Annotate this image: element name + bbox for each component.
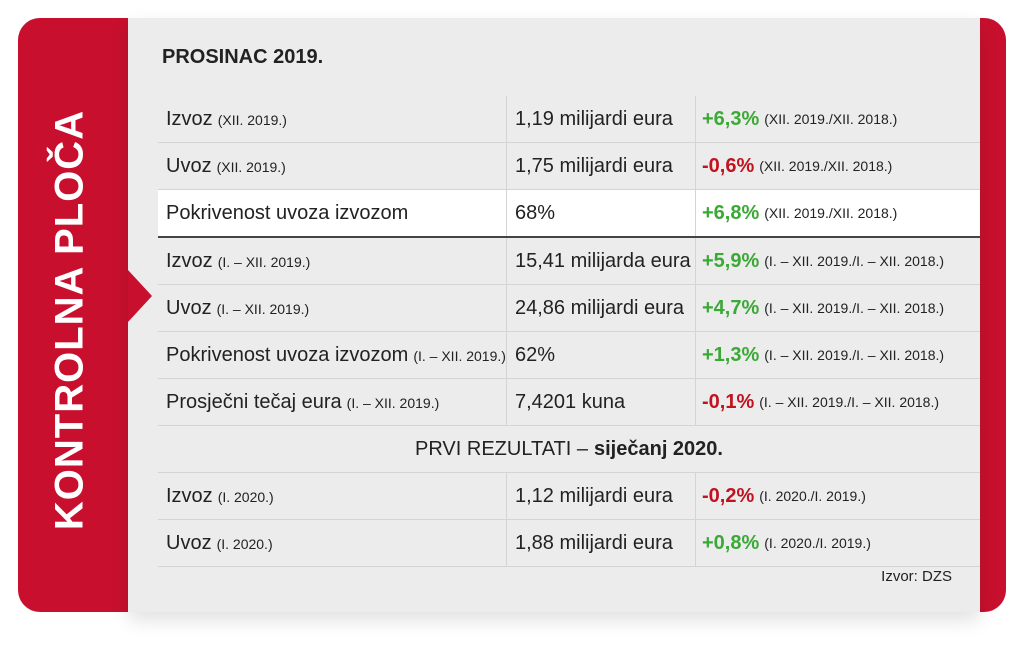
row-value: 24,86 milijardi eura: [515, 296, 684, 319]
row-period: (I. 2020.): [216, 535, 273, 552]
row-value: 1,12 milijardi eura: [515, 484, 673, 507]
label-cell: Uvoz (I. – XII. 2019.): [158, 297, 506, 320]
section-heading: PRVI REZULTATI – siječanj 2020.: [158, 426, 980, 473]
change-cell: +1,3% (I. – XII. 2019./I. – XII. 2018.): [695, 332, 980, 378]
row-label: Uvoz: [166, 531, 212, 554]
change-cell: -0,6% (XII. 2019./XII. 2018.): [695, 143, 980, 189]
row-value: 1,75 milijardi eura: [515, 154, 673, 177]
table-row: Uvoz (I. – XII. 2019.) 24,86 milijardi eur…: [158, 285, 980, 332]
change-cell: +4,7% (I. – XII. 2019./I. – XII. 2018.): [695, 285, 980, 331]
card: [128, 18, 980, 612]
row-period: (XII. 2019.): [216, 158, 286, 175]
table-row: Prosječni tečaj eura (I. – XII. 2019.) 7,4…: [158, 379, 980, 426]
change-period: (I. – XII. 2019./I. – XII. 2018.): [764, 300, 945, 316]
label-cell: Izvoz (XII. 2019.): [158, 108, 506, 131]
value-cell: 1,88 milijardi eura: [506, 520, 695, 566]
value-cell: 1,19 milijardi eura: [506, 96, 695, 142]
change-period: (I. – XII. 2019./I. – XII. 2018.): [764, 253, 945, 269]
table: Izvoz (XII. 2019.) 1,19 milijardi eura +6,3…: [158, 96, 980, 567]
row-label: Uvoz: [166, 296, 212, 319]
row-change: -0,6%: [702, 154, 755, 177]
row-change: +1,3%: [702, 343, 760, 366]
row-label: Pokrivenost uvoza izvozom: [166, 343, 409, 366]
row-change: +5,9%: [702, 249, 760, 272]
value-cell: 24,86 milijardi eura: [506, 285, 695, 331]
label-cell: Pokrivenost uvoza izvozom: [158, 202, 506, 225]
table-row: Pokrivenost uvoza izvozom 68% +6,8% (XII. 2…: [158, 190, 980, 238]
change-cell: +6,3% (XII. 2019./XII. 2018.): [695, 96, 980, 142]
title: PROSINAC 2019.: [162, 46, 324, 68]
table-row: Pokrivenost uvoza izvozom (I. – XII. 2019…: [158, 332, 980, 379]
side-panel: [18, 18, 148, 612]
label-cell: Uvoz (XII. 2019.): [158, 155, 506, 178]
label-cell: Pokrivenost uvoza izvozom (I. – XII. 2019…: [158, 344, 506, 367]
change-period: (I. – XII. 2019./I. – XII. 2018.): [759, 394, 940, 410]
notch: [128, 270, 152, 322]
label-cell: Uvoz (I. 2020.): [158, 532, 506, 555]
row-period: (I. – XII. 2019.): [413, 347, 506, 364]
row-change: +0,8%: [702, 531, 760, 554]
change-period: (I. 2020./I. 2019.): [764, 535, 871, 551]
row-change: -0,2%: [702, 484, 755, 507]
row-value: 62%: [515, 343, 556, 366]
heading-bold: siječanj 2020.: [594, 437, 723, 460]
label-cell: Izvoz (I. – XII. 2019.): [158, 250, 506, 273]
change-period: (I. 2020./I. 2019.): [759, 488, 866, 504]
label-cell: Prosječni tečaj eura (I. – XII. 2019.): [158, 391, 506, 414]
side-label: KONTROLNA PLOČA: [47, 109, 92, 531]
row-change: +6,3%: [702, 107, 760, 130]
table-row: Izvoz (I. – XII. 2019.) 15,41 milijarda eu…: [158, 238, 980, 285]
value-cell: 62%: [506, 332, 695, 378]
change-cell: +5,9% (I. – XII. 2019./I. – XII. 2018.): [695, 238, 980, 284]
label-cell: Izvoz (I. 2020.): [158, 485, 506, 508]
change-period: (XII. 2019./XII. 2018.): [764, 205, 898, 221]
change-period: (I. – XII. 2019./I. – XII. 2018.): [764, 347, 945, 363]
change-period: (XII. 2019./XII. 2018.): [759, 158, 893, 174]
heading-text: PRVI REZULTATI –: [415, 437, 588, 460]
row-label: Izvoz: [166, 107, 213, 130]
row-period: (I. – XII. 2019.): [346, 394, 440, 411]
row-label: Prosječni tečaj eura: [166, 390, 342, 413]
change-cell: -0,2% (I. 2020./I. 2019.): [695, 473, 980, 519]
value-cell: 1,12 milijardi eura: [506, 473, 695, 519]
change-cell: +6,8% (XII. 2019./XII. 2018.): [695, 190, 980, 236]
row-label: Uvoz: [166, 154, 212, 177]
value-cell: 1,75 milijardi eura: [506, 143, 695, 189]
value-cell: 15,41 milijarda eura: [506, 238, 695, 284]
row-value: 1,88 milijardi eura: [515, 531, 673, 554]
row-period: (XII. 2019.): [217, 111, 287, 128]
source: Izvor: DZS: [881, 568, 952, 585]
value-cell: 68%: [506, 190, 695, 236]
row-period: (I. – XII. 2019.): [217, 253, 311, 270]
row-change: -0,1%: [702, 390, 755, 413]
row-change: +6,8%: [702, 201, 760, 224]
row-change: +4,7%: [702, 296, 760, 319]
change-cell: -0,1% (I. – XII. 2019./I. – XII. 2018.): [695, 379, 980, 425]
row-value: 7,4201 kuna: [515, 390, 626, 413]
row-period: (I. 2020.): [217, 488, 274, 505]
row-label: Pokrivenost uvoza izvozom: [166, 201, 409, 224]
value-cell: 7,4201 kuna: [506, 379, 695, 425]
row-period: (I. – XII. 2019.): [216, 300, 310, 317]
change-period: (XII. 2019./XII. 2018.): [764, 111, 898, 127]
table-row: Uvoz (I. 2020.) 1,88 milijardi eura +0,8% (I…: [158, 520, 980, 567]
row-value: 1,19 milijardi eura: [515, 107, 673, 130]
change-cell: +0,8% (I. 2020./I. 2019.): [695, 520, 980, 566]
table-row: Uvoz (XII. 2019.) 1,75 milijardi eura -0,6%…: [158, 143, 980, 190]
table-row: Izvoz (XII. 2019.) 1,19 milijardi eura +6,3…: [158, 96, 980, 143]
row-label: Izvoz: [166, 249, 213, 272]
row-value: 68%: [515, 201, 556, 224]
table-row: Izvoz (I. 2020.) 1,12 milijardi eura -0,2%(…: [158, 473, 980, 520]
row-value: 15,41 milijarda eura: [515, 249, 691, 272]
row-label: Izvoz: [166, 484, 213, 507]
